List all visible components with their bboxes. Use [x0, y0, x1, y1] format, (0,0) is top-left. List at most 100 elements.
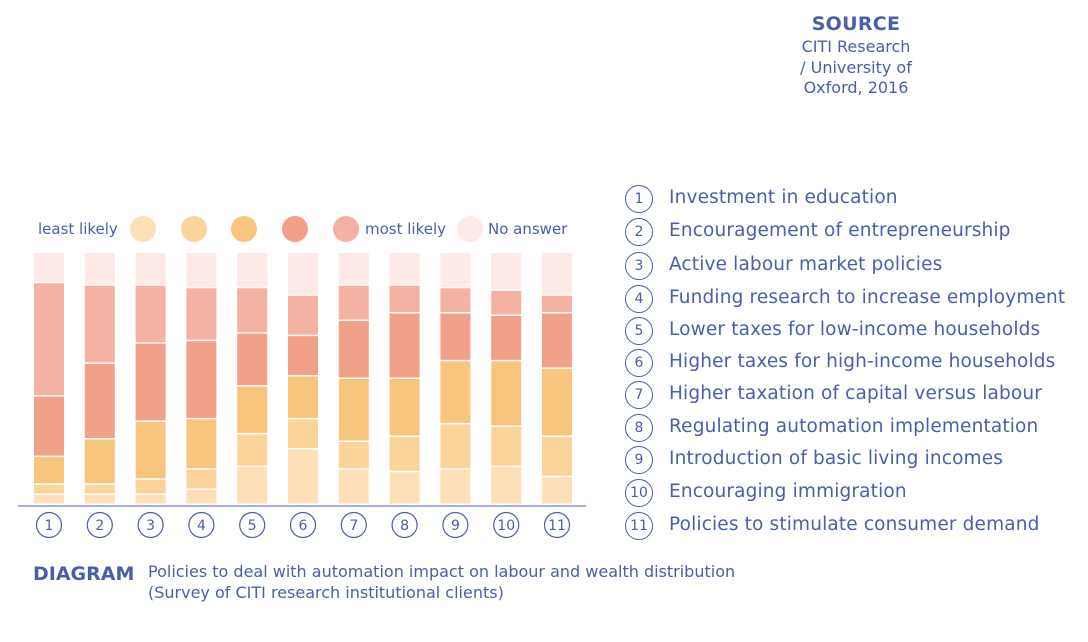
bar-segment-11-2 — [542, 436, 572, 476]
policy-label: Higher taxation of capital versus labour — [669, 383, 1042, 404]
bar-segment-5-4 — [237, 333, 268, 386]
bar-segment-7-6 — [338, 253, 369, 285]
bar-segment-5-3 — [237, 386, 268, 433]
policy-label: Introduction of basic living incomes — [669, 448, 1004, 469]
bar-segment-8-4 — [389, 313, 420, 378]
policy-number-badge: 9 — [625, 446, 653, 474]
x-tick-label-2: 2 — [95, 518, 104, 534]
source-line-2: / University of — [800, 57, 912, 77]
x-tick-circle-6 — [289, 511, 317, 539]
diagram-caption: Policies to deal with automation impact … — [148, 561, 735, 603]
bar-segment-11-6 — [542, 253, 572, 295]
bar-segment-4-5 — [186, 288, 217, 340]
x-tick-label-6: 6 — [299, 518, 308, 534]
x-tick-circle-3 — [137, 511, 164, 539]
x-tick-circle-1 — [35, 511, 63, 539]
x-tick-circle-5 — [239, 511, 266, 539]
policy-number-badge: 2 — [625, 218, 653, 246]
bar-segment-5-1 — [237, 467, 268, 504]
policy-label: Investment in education — [669, 187, 898, 208]
bar-segment-7-3 — [338, 379, 369, 441]
policy-number-badge: 6 — [625, 349, 653, 377]
bar-segment-9-4 — [440, 313, 471, 360]
x-tick-label-5: 5 — [248, 518, 257, 534]
bar-segment-1-2 — [34, 484, 64, 494]
bar-segment-11-4 — [542, 313, 572, 368]
bar-segment-10-5 — [491, 290, 522, 315]
policy-number-badge: 7 — [625, 381, 653, 409]
policy-number-badge: 5 — [625, 317, 653, 345]
bar-segment-4-2 — [186, 469, 217, 489]
policy-number-badge: 11 — [625, 512, 653, 540]
legend-swatch-3 — [231, 216, 257, 242]
policy-number-badge: 8 — [625, 414, 653, 442]
bar-segment-4-6 — [186, 253, 217, 287]
bar-segment-10-1 — [491, 467, 522, 504]
source-line-1: CITI Research — [801, 37, 911, 56]
bar-segment-5-6 — [237, 253, 268, 287]
x-tick-label-11: 11 — [548, 518, 566, 534]
bar-segment-10-3 — [491, 361, 522, 426]
x-tick-label-1: 1 — [45, 518, 54, 534]
policy-label: Funding research to increase employment — [669, 287, 1066, 308]
bar-segment-10-2 — [491, 426, 522, 466]
bar-segment-8-5 — [389, 285, 420, 312]
bar-segment-10-4 — [491, 316, 522, 360]
x-tick-label-9: 9 — [451, 518, 460, 534]
bar-segment-6-2 — [288, 419, 318, 449]
bar-segment-11-3 — [542, 368, 572, 436]
policy-number-badge: 4 — [625, 285, 653, 313]
x-tick-circle-4 — [188, 511, 215, 539]
policy-number-badge: 3 — [625, 252, 653, 280]
bar-segment-1-4 — [34, 396, 64, 456]
bar-segment-2-5 — [84, 285, 115, 363]
bar-segment-8-1 — [389, 472, 420, 504]
bar-segment-2-1 — [84, 494, 115, 504]
bar-segment-2-2 — [84, 484, 115, 494]
bar-segment-11-5 — [542, 295, 572, 312]
bar-segment-8-2 — [389, 436, 420, 471]
bar-segment-5-5 — [237, 288, 268, 333]
bar-segment-5-2 — [237, 434, 268, 466]
bar-segment-3-3 — [135, 421, 166, 479]
legend-most-likely-label: most likely — [365, 220, 447, 238]
bar-segment-2-6 — [84, 253, 115, 285]
diagram-caption-line-2: (Survey of CITI research institutional c… — [148, 583, 504, 602]
x-tick-label-4: 4 — [197, 518, 206, 534]
legend-swatch-2 — [181, 216, 207, 242]
bar-segment-6-6 — [288, 253, 318, 295]
bar-segment-9-6 — [440, 253, 471, 287]
bar-segment-7-1 — [338, 469, 369, 504]
bar-segment-9-2 — [440, 424, 471, 469]
bar-segment-7-2 — [338, 442, 369, 469]
x-tick-circle-7 — [340, 511, 367, 539]
legend-swatch-no-answer — [457, 216, 483, 242]
source-line-3: Oxford, 2016 — [803, 78, 909, 97]
bar-segment-3-5 — [135, 285, 166, 343]
bars-group — [34, 253, 572, 504]
policy-label: Higher taxes for high-income households — [669, 351, 1056, 372]
bar-segment-9-1 — [440, 469, 471, 504]
bar-segment-1-5 — [34, 283, 64, 396]
x-tick-labels: 1 2 3 4 5 6 7 8 9 10 11 — [35, 511, 571, 539]
policy-label: Lower taxes for low-income households — [669, 319, 1041, 340]
bar-segment-3-4 — [135, 343, 166, 421]
bar-segment-1-6 — [34, 253, 64, 282]
policy-label: Active labour market policies — [669, 254, 943, 275]
legend-no-answer-label: No answer — [488, 220, 568, 238]
policy-number-badge: 1 — [625, 185, 653, 213]
x-tick-circle-9 — [442, 511, 469, 539]
bar-segment-1-1 — [34, 494, 64, 504]
diagram-caption-line-1: Policies to deal with automation impact … — [148, 562, 736, 581]
x-tick-circle-11 — [543, 511, 571, 539]
bar-segment-4-4 — [186, 341, 217, 418]
bar-segment-10-6 — [491, 253, 522, 290]
bar-segment-9-5 — [440, 288, 471, 312]
diagram-heading: DIAGRAM — [33, 563, 135, 585]
bar-segment-6-4 — [288, 336, 318, 375]
bar-segment-3-1 — [135, 494, 166, 504]
bar-segment-2-4 — [84, 363, 115, 438]
policy-label: Policies to stimulate consumer demand — [669, 514, 1040, 535]
bar-segment-3-2 — [135, 479, 166, 494]
policy-label: Encouragement of entrepreneurship — [669, 220, 1011, 241]
